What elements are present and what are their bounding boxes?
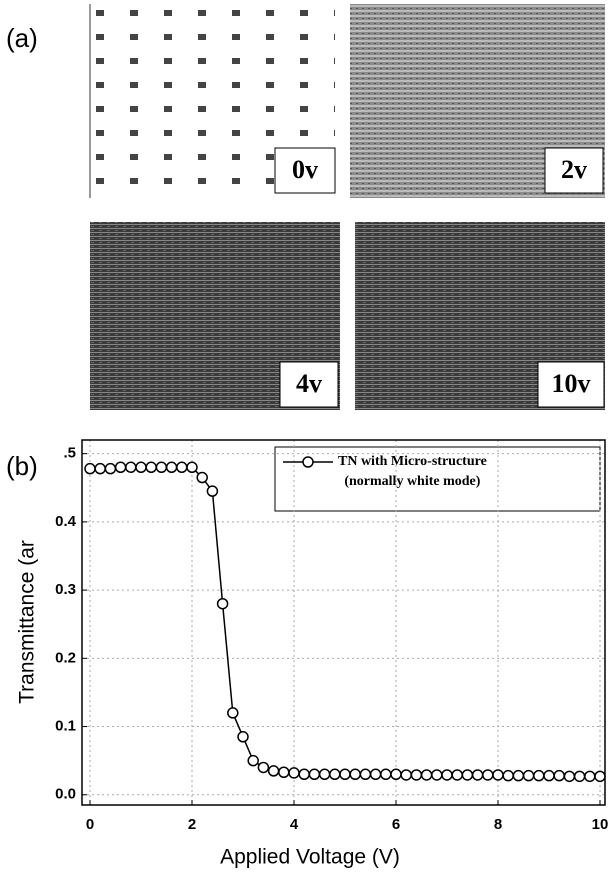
data-point [410, 769, 423, 781]
label-box [274, 147, 336, 194]
x-tick-label: 4 [290, 816, 299, 833]
data-point [533, 769, 545, 782]
panel-label: (b) [6, 451, 38, 481]
data-point [492, 769, 504, 781]
label-box [279, 361, 339, 408]
data-point [145, 461, 157, 474]
data-point [84, 462, 96, 475]
legend-box [274, 446, 601, 512]
data-point [482, 769, 494, 781]
legend-text: TN with Micro-structure (normally white … [338, 454, 487, 489]
y-tick-label: .5 [63, 445, 76, 462]
data-point [573, 770, 586, 783]
legend-marker [302, 456, 314, 468]
y-axis-label: Transmittance (ar [16, 540, 39, 704]
data-point [176, 461, 188, 474]
data-point [431, 769, 443, 781]
data-point [227, 707, 239, 719]
data-point [522, 769, 535, 782]
x-tick-label: 2 [188, 816, 196, 833]
data-point [594, 770, 606, 783]
data-line [90, 466, 600, 778]
y-tick-label: 0.3 [55, 581, 76, 598]
data-point [196, 471, 208, 484]
data-point [451, 769, 463, 781]
x-tick-label: 10 [592, 816, 609, 833]
data-point [216, 597, 229, 610]
data-point [237, 731, 249, 743]
data-point [114, 461, 127, 474]
data-point [584, 770, 596, 783]
data-point [267, 765, 280, 777]
data-point [400, 769, 412, 781]
image-label: 0v [292, 155, 318, 184]
y-tick-label: 0.1 [55, 718, 76, 735]
data-point [308, 768, 321, 781]
data-point [318, 768, 331, 781]
data-point [553, 769, 565, 782]
data-point [155, 461, 168, 474]
data-point [278, 766, 290, 779]
data-point [94, 462, 106, 475]
data-point [135, 461, 147, 474]
data-point [441, 769, 453, 781]
data-point [380, 768, 392, 781]
image-label: 4v [296, 369, 322, 398]
label-box [537, 361, 605, 408]
data-point [104, 462, 117, 475]
data-point [349, 768, 361, 781]
plot-frame [81, 439, 606, 806]
data-point [165, 461, 178, 474]
image-label: 2v [561, 155, 587, 184]
data-point [369, 768, 382, 781]
data-point [563, 770, 576, 783]
label-box [544, 147, 604, 194]
data-point [247, 754, 259, 767]
data-point [186, 461, 198, 474]
data-point [339, 768, 351, 781]
data-point [461, 769, 474, 781]
data-point [359, 768, 372, 781]
x-tick-label: 0 [86, 816, 94, 833]
x-tick-label: 6 [392, 816, 400, 833]
x-tick-label: 8 [494, 816, 502, 833]
y-tick-label: 0.4 [55, 513, 77, 530]
panel-label: (a) [6, 23, 38, 53]
data-point [390, 768, 402, 781]
y-tick-label: 0.2 [55, 649, 76, 666]
x-axis-label: Applied Voltage (V) [220, 846, 400, 869]
data-point [420, 769, 433, 781]
data-point [206, 485, 219, 497]
data-point [502, 769, 514, 782]
data-point [257, 761, 270, 774]
data-point [471, 769, 484, 781]
image-label: 10v [552, 369, 591, 398]
data-point [298, 768, 310, 781]
data-point [329, 768, 341, 781]
data-point [288, 767, 300, 779]
data-point [125, 461, 137, 474]
y-tick-label: 0.0 [55, 786, 76, 803]
data-point [512, 769, 525, 782]
data-point [543, 769, 555, 782]
